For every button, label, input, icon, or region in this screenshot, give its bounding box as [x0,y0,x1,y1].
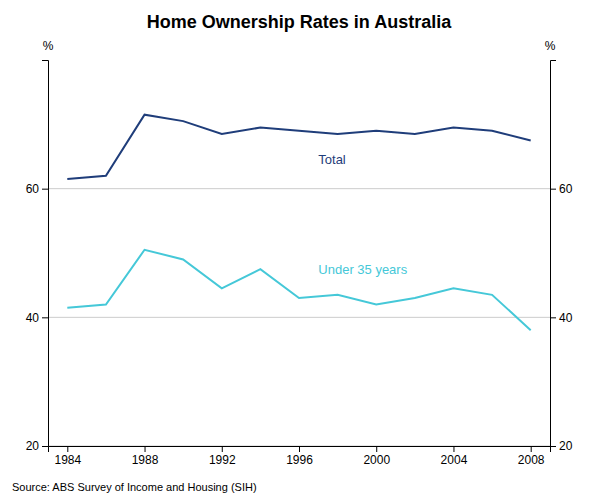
line [67,115,530,179]
axis-line [551,61,557,447]
tick-label: 2004 [441,453,468,467]
tick: 60 [550,182,573,196]
y2-axis: 20 40 60 [550,61,573,454]
tick: 1996 [286,446,313,467]
tick-label: 2008 [518,453,545,467]
tick-label: 60 [559,182,573,196]
tick: 60 [26,182,48,196]
tick-mark [42,446,48,447]
annotations: Total Under 35 years [318,152,407,276]
tick-label: 1992 [209,453,236,467]
y-axis: 20 40 60 [26,61,49,454]
title: Home Ownership Rates in Australia [147,12,452,32]
tick-mark [376,446,377,452]
tick-mark [550,189,556,190]
tick: 2004 [441,446,468,467]
tick-mark [67,446,68,452]
tick: 1992 [209,446,236,467]
plot: 1984 1988 1992 1996 2000 2004 2008 20 40 60 20 40 60… [26,39,573,467]
lines [67,115,530,331]
chart: 1984 1988 1992 1996 2000 2004 2008 20 40 60 20 40 60… [0,0,598,501]
y-axis-label: % [43,39,54,53]
tick-mark [222,446,223,452]
tick: 40 [550,311,573,325]
annotation: Total [318,152,346,167]
tick-label: 60 [26,182,40,196]
tick-label: 2000 [363,453,390,467]
axis-line [49,447,551,453]
tick-mark [42,189,48,190]
tick-label: 20 [559,439,573,453]
tick-mark [299,446,300,452]
x-axis: 1984 1988 1992 1996 2000 2004 2008 [49,446,551,467]
tick-mark [145,446,146,452]
tick: 20 [550,439,573,453]
tick-mark [550,446,556,447]
grid-line [48,317,550,318]
tick: 2000 [363,446,390,467]
annotation: Under 35 years [318,262,407,277]
tick-label: 1996 [286,453,313,467]
tick-label: 40 [26,311,40,325]
grid [48,189,550,446]
line [67,250,530,330]
tick-label: 20 [26,439,40,453]
tick: 40 [26,311,48,325]
tick-label: 1984 [54,453,81,467]
tick-label: 40 [559,311,573,325]
tick-mark [531,446,532,452]
tick: 20 [26,439,48,453]
tick-mark [42,317,48,318]
tick-mark [550,317,556,318]
tick: 1988 [132,446,159,467]
tick-mark [453,446,454,452]
grid-line [48,188,550,189]
tick-label: 1988 [132,453,159,467]
tick: 1984 [54,446,81,467]
axis-line [42,61,49,447]
tick: 2008 [518,446,545,467]
y2-axis-label: % [545,39,556,53]
source: Source: ABS Survey of Income and Housing… [12,481,257,493]
